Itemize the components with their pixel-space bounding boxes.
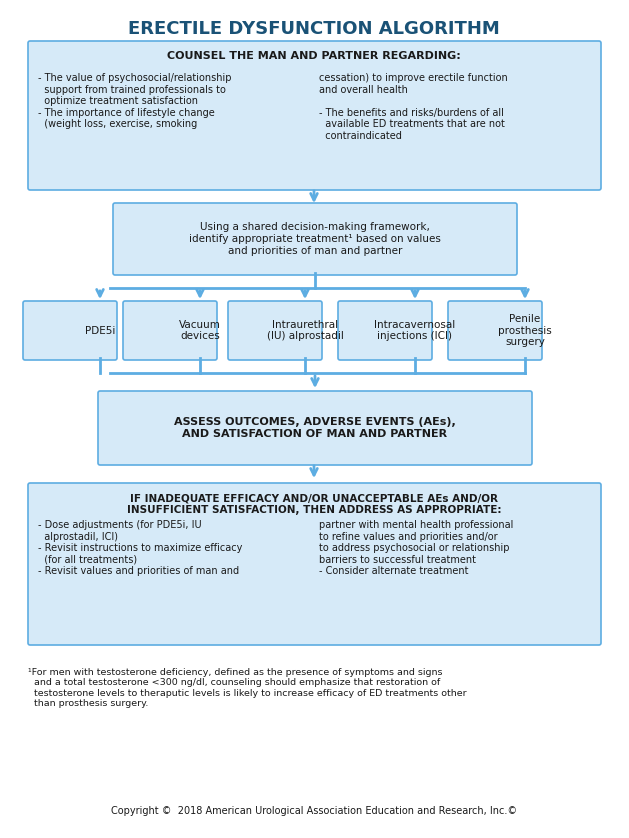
Text: COUNSEL THE MAN AND PARTNER REGARDING:: COUNSEL THE MAN AND PARTNER REGARDING:: [167, 51, 461, 61]
Text: - Dose adjustments (for PDE5i, IU
  alprostadil, ICI)
- Revisit instructions to : - Dose adjustments (for PDE5i, IU alpros…: [38, 520, 242, 577]
Text: Vacuum
devices: Vacuum devices: [179, 320, 221, 341]
Text: IF INADEQUATE EFFICACY AND/OR UNACCEPTABLE AEs AND/OR
INSUFFICIENT SATISFACTION,: IF INADEQUATE EFFICACY AND/OR UNACCEPTAB…: [127, 493, 502, 515]
Text: Copyright ©  2018 American Urological Association Education and Research, Inc.©: Copyright © 2018 American Urological Ass…: [111, 806, 517, 816]
FancyBboxPatch shape: [28, 483, 601, 645]
Text: Intraurethral
(IU) alprostadil: Intraurethral (IU) alprostadil: [267, 320, 343, 341]
Text: ¹For men with testosterone deficiency, defined as the presence of symptoms and s: ¹For men with testosterone deficiency, d…: [28, 668, 467, 708]
Text: ERECTILE DYSFUNCTION ALGORITHM: ERECTILE DYSFUNCTION ALGORITHM: [128, 20, 500, 38]
Text: partner with mental health professional
to refine values and priorities and/or
t: partner with mental health professional …: [319, 520, 513, 577]
Text: cessation) to improve erectile function
and overall health

- The benefits and r: cessation) to improve erectile function …: [319, 73, 508, 141]
FancyBboxPatch shape: [338, 301, 432, 360]
Text: Intracavernosal
injections (ICI): Intracavernosal injections (ICI): [374, 320, 455, 341]
FancyBboxPatch shape: [98, 391, 532, 465]
FancyBboxPatch shape: [28, 41, 601, 190]
FancyBboxPatch shape: [123, 301, 217, 360]
Text: ASSESS OUTCOMES, ADVERSE EVENTS (AEs),
AND SATISFACTION OF MAN AND PARTNER: ASSESS OUTCOMES, ADVERSE EVENTS (AEs), A…: [174, 417, 456, 439]
FancyBboxPatch shape: [228, 301, 322, 360]
FancyBboxPatch shape: [23, 301, 117, 360]
FancyBboxPatch shape: [113, 203, 517, 275]
Text: - The value of psychosocial/relationship
  support from trained professionals to: - The value of psychosocial/relationship…: [38, 73, 231, 129]
Text: Using a shared decision-making framework,
identify appropriate treatment¹ based : Using a shared decision-making framework…: [189, 222, 441, 256]
Text: PDE5i: PDE5i: [85, 325, 115, 335]
Text: Penile
prosthesis
surgery: Penile prosthesis surgery: [498, 314, 552, 347]
FancyBboxPatch shape: [448, 301, 542, 360]
